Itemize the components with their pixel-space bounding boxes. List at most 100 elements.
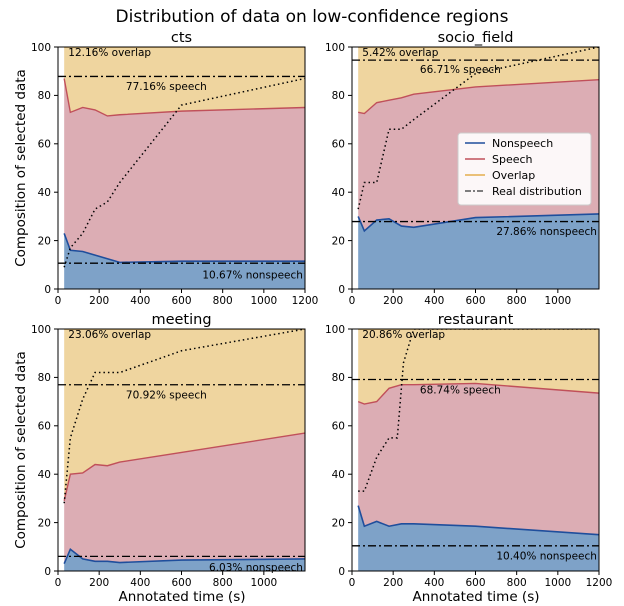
x-tick-label: 800 bbox=[213, 577, 233, 589]
overlap-area bbox=[64, 329, 305, 501]
legend-label: Overlap bbox=[492, 169, 535, 182]
y-tick-label: 0 bbox=[44, 284, 51, 296]
x-tick-label: 400 bbox=[130, 295, 150, 307]
speech-line bbox=[357, 382, 599, 405]
subplot-title: meeting bbox=[151, 312, 211, 328]
annotation-label: 10.67% nonspeech bbox=[202, 270, 303, 282]
legend-label: Speech bbox=[492, 153, 533, 166]
subplot-grid: 12.16% overlap 77.16% speech 10.67% nonspe… bbox=[31, 30, 612, 589]
x-tick-label: 1000 bbox=[250, 295, 277, 307]
speech-area bbox=[64, 433, 305, 564]
y-tick-label: 60 bbox=[332, 139, 345, 151]
x-tick-label: 0 bbox=[349, 577, 356, 589]
dotted-line bbox=[63, 329, 305, 504]
y-tick-label: 0 bbox=[44, 566, 51, 578]
nonspeech-line bbox=[357, 213, 599, 233]
annotation-label: 68.74% speech bbox=[420, 385, 501, 397]
subplot-title: socio_field bbox=[438, 30, 514, 46]
x-tick-label: 400 bbox=[424, 577, 444, 589]
y-tick-label: 80 bbox=[38, 372, 51, 384]
nonspeech-area bbox=[358, 505, 599, 571]
overlap-area bbox=[64, 47, 305, 116]
x-tick-label: 200 bbox=[89, 295, 109, 307]
y-tick-label: 60 bbox=[38, 139, 51, 151]
annotation-label: 12.16% overlap bbox=[68, 47, 151, 59]
y-tick-label: 80 bbox=[332, 372, 345, 384]
x-tick-label: 200 bbox=[89, 577, 109, 589]
subplot-title: cts bbox=[171, 30, 192, 46]
dotted-line bbox=[63, 77, 305, 268]
annotation-label: 66.71% speech bbox=[420, 64, 501, 76]
y-tick-label: 100 bbox=[325, 324, 345, 336]
overlap-area bbox=[358, 47, 599, 114]
annotation-label: 70.92% speech bbox=[126, 390, 207, 402]
plot-area bbox=[352, 329, 599, 571]
nonspeech-area bbox=[64, 233, 305, 289]
x-axis-label-left: Annotated time (s) bbox=[119, 589, 246, 605]
y-tick-label: 0 bbox=[338, 566, 345, 578]
y-tick-label: 20 bbox=[332, 517, 345, 529]
x-tick-label: 200 bbox=[383, 577, 403, 589]
x-tick-label: 600 bbox=[171, 295, 191, 307]
y-tick-label: 100 bbox=[31, 42, 51, 54]
y-tick-label: 20 bbox=[38, 517, 51, 529]
x-tick-label: 600 bbox=[465, 577, 485, 589]
y-tick-label: 100 bbox=[325, 42, 345, 54]
figure-title: Distribution of data on low-confidence r… bbox=[116, 7, 509, 27]
y-tick-label: 60 bbox=[38, 421, 51, 433]
x-tick-label: 600 bbox=[465, 295, 485, 307]
y-tick-label: 40 bbox=[38, 469, 51, 481]
annotation-label: 10.40% nonspeech bbox=[496, 550, 597, 562]
subplot-restaurant: 20.86% overlap 68.74% speech 10.40% nonspe… bbox=[325, 312, 612, 589]
y-tick-label: 80 bbox=[332, 90, 345, 102]
x-tick-label: 200 bbox=[383, 295, 403, 307]
y-tick-label: 40 bbox=[38, 187, 51, 199]
x-tick-label: 400 bbox=[424, 295, 444, 307]
x-tick-label: 600 bbox=[171, 577, 191, 589]
overlap-area bbox=[358, 329, 599, 405]
x-tick-label: 800 bbox=[213, 295, 233, 307]
annotation-label: 5.42% overlap bbox=[362, 47, 438, 59]
y-tick-label: 20 bbox=[332, 235, 345, 247]
x-tick-label: 1200 bbox=[586, 577, 613, 589]
y-tick-label: 60 bbox=[332, 421, 345, 433]
nonspeech-area bbox=[358, 213, 599, 289]
legend-label: Nonspeech bbox=[492, 137, 553, 150]
x-tick-label: 0 bbox=[55, 577, 62, 589]
nonspeech-line bbox=[63, 547, 305, 565]
x-tick-label: 1000 bbox=[544, 577, 571, 589]
nonspeech-line bbox=[63, 233, 305, 264]
subplot-cts: 12.16% overlap 77.16% speech 10.67% nonspe… bbox=[31, 30, 318, 307]
x-axis-label-right: Annotated time (s) bbox=[413, 589, 540, 605]
y-axis-label-top: Composition of selected data bbox=[13, 69, 29, 267]
x-tick-label: 1200 bbox=[292, 295, 319, 307]
annotation-label: 20.86% overlap bbox=[362, 329, 445, 341]
x-tick-label: 1000 bbox=[250, 577, 277, 589]
speech-line bbox=[63, 78, 305, 117]
x-tick-label: 800 bbox=[507, 577, 527, 589]
speech-line bbox=[358, 78, 599, 115]
annotation-label: 77.16% speech bbox=[126, 81, 207, 93]
y-tick-label: 0 bbox=[338, 284, 345, 296]
y-axis-label-bottom: Composition of selected data bbox=[13, 351, 29, 549]
speech-area bbox=[358, 383, 599, 535]
plot-area bbox=[58, 329, 305, 571]
y-tick-label: 40 bbox=[332, 187, 345, 199]
x-tick-label: 0 bbox=[55, 295, 62, 307]
speech-area bbox=[64, 78, 305, 263]
legend: Nonspeech Speech Overlap Real distribution bbox=[457, 132, 592, 206]
x-tick-label: 1000 bbox=[544, 295, 571, 307]
y-tick-label: 40 bbox=[332, 469, 345, 481]
annotation-label: 27.86% nonspeech bbox=[496, 226, 597, 238]
subplot-title: restaurant bbox=[438, 312, 514, 328]
legend-box bbox=[457, 132, 592, 206]
nonspeech-line bbox=[357, 505, 599, 536]
x-tick-label: 0 bbox=[349, 295, 356, 307]
y-tick-label: 80 bbox=[38, 90, 51, 102]
speech-line bbox=[63, 432, 305, 501]
legend-label: Real distribution bbox=[492, 185, 582, 198]
annotation-label: 23.06% overlap bbox=[68, 329, 151, 341]
x-tick-label: 800 bbox=[507, 295, 527, 307]
